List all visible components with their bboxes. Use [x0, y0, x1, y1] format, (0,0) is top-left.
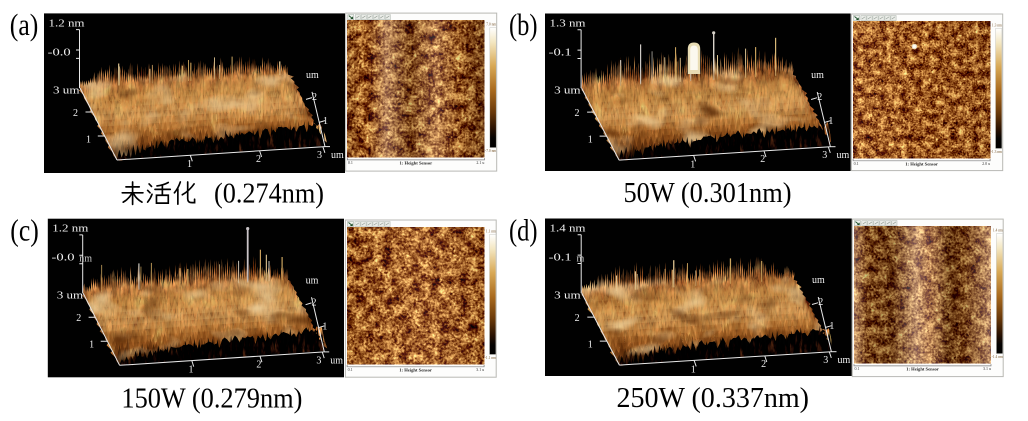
svg-text:1: 1: [89, 340, 94, 351]
svg-text:1: Height Sensor: 1: Height Sensor: [905, 161, 938, 166]
svg-text:3 um: 3 um: [53, 85, 80, 96]
svg-text:(d): (d): [509, 213, 538, 248]
svg-text:1.3 nm: 1.3 nm: [550, 19, 586, 30]
svg-text:1: Height Sensor: 1: Height Sensor: [400, 161, 433, 166]
svg-text:-0.0: -0.0: [52, 253, 75, 264]
svg-text:2: 2: [760, 154, 765, 165]
svg-text:1.3 nm: 1.3 nm: [992, 23, 1002, 27]
svg-text:1: 1: [829, 321, 834, 332]
svg-text:1: 1: [189, 365, 194, 376]
svg-text:-1.3 nm: -1.3 nm: [991, 150, 1002, 154]
svg-text:2: 2: [575, 108, 580, 119]
svg-text:2: 2: [818, 297, 823, 308]
svg-text:-0.1: -0.1: [549, 253, 572, 264]
svg-text:um: um: [838, 355, 851, 366]
svg-text:1: 1: [323, 116, 328, 127]
svg-text:2: 2: [256, 154, 261, 165]
svg-text:1: 1: [690, 159, 695, 170]
svg-text:1: Height Sensor: 1: Height Sensor: [399, 367, 432, 372]
svg-text:um: um: [812, 275, 825, 286]
svg-text:(0.274nm): (0.274nm): [214, 179, 324, 210]
svg-text:2: 2: [761, 359, 766, 370]
svg-text:3 um: 3 um: [554, 86, 581, 97]
svg-text:1: 1: [588, 340, 593, 351]
svg-text:um: um: [306, 70, 319, 81]
svg-text:3: 3: [822, 150, 827, 161]
svg-text:2: 2: [312, 297, 317, 308]
svg-text:2: 2: [817, 92, 822, 103]
svg-text:0.1: 0.1: [855, 366, 860, 371]
svg-text:um: um: [811, 70, 824, 81]
svg-text:150W (0.279nm): 150W (0.279nm): [121, 384, 302, 415]
svg-text:1: 1: [828, 116, 833, 127]
svg-text:um: um: [306, 275, 319, 286]
svg-text:um: um: [837, 150, 850, 161]
svg-text:1: 1: [86, 134, 91, 145]
svg-text:nm: nm: [79, 254, 92, 265]
svg-text:1.2 nm: 1.2 nm: [52, 224, 88, 235]
svg-text:2.1 u: 2.1 u: [476, 160, 484, 165]
svg-text:3: 3: [823, 355, 828, 366]
svg-text:1.4 nm: 1.4 nm: [550, 224, 586, 235]
svg-text:(c): (c): [10, 213, 39, 248]
svg-text:2: 2: [575, 313, 580, 324]
svg-text:0.1: 0.1: [348, 367, 353, 372]
svg-text:3.1 u: 3.1 u: [476, 367, 484, 372]
svg-text:3: 3: [317, 150, 322, 161]
svg-text:0.1: 0.1: [348, 160, 353, 165]
svg-text:1: 1: [187, 159, 192, 170]
svg-text:3 um: 3 um: [57, 291, 84, 302]
svg-text:2: 2: [73, 108, 78, 119]
svg-text:1: Height Sensor: 1: Height Sensor: [906, 367, 939, 372]
svg-text:2: 2: [312, 92, 317, 103]
svg-text:um: um: [331, 150, 344, 161]
svg-text:0.1: 0.1: [854, 161, 859, 166]
svg-text:1: 1: [691, 364, 696, 375]
svg-text:(b): (b): [509, 7, 538, 42]
svg-text:-1.4 nm: -1.4 nm: [992, 355, 1003, 359]
svg-text:7.0 nm: 7.0 nm: [486, 22, 496, 26]
svg-text:2.0 u: 2.0 u: [982, 161, 990, 166]
svg-text:1: 1: [322, 321, 327, 332]
svg-text:um: um: [330, 355, 343, 366]
svg-text:(a): (a): [10, 7, 39, 42]
svg-text:50W (0.301nm): 50W (0.301nm): [624, 178, 792, 209]
svg-text:-0.0: -0.0: [48, 47, 71, 58]
svg-text:1.1 nm: 1.1 nm: [486, 229, 496, 233]
svg-text:-1.1 nm: -1.1 nm: [485, 356, 496, 360]
svg-text:250W (0.337nm): 250W (0.337nm): [617, 383, 810, 414]
svg-text:3 um: 3 um: [554, 291, 581, 302]
svg-text:2: 2: [256, 359, 261, 370]
svg-text:3.1 u: 3.1 u: [983, 366, 991, 371]
svg-text:3: 3: [316, 355, 321, 366]
svg-text:1.2 nm: 1.2 nm: [49, 18, 85, 29]
svg-text:1: 1: [588, 135, 593, 146]
svg-text:m: m: [577, 254, 585, 265]
svg-text:-7.0 nm: -7.0 nm: [485, 149, 496, 153]
svg-text:2: 2: [76, 313, 81, 324]
svg-text:-0.1: -0.1: [549, 48, 572, 59]
svg-text:1.4 nm: 1.4 nm: [993, 228, 1003, 232]
